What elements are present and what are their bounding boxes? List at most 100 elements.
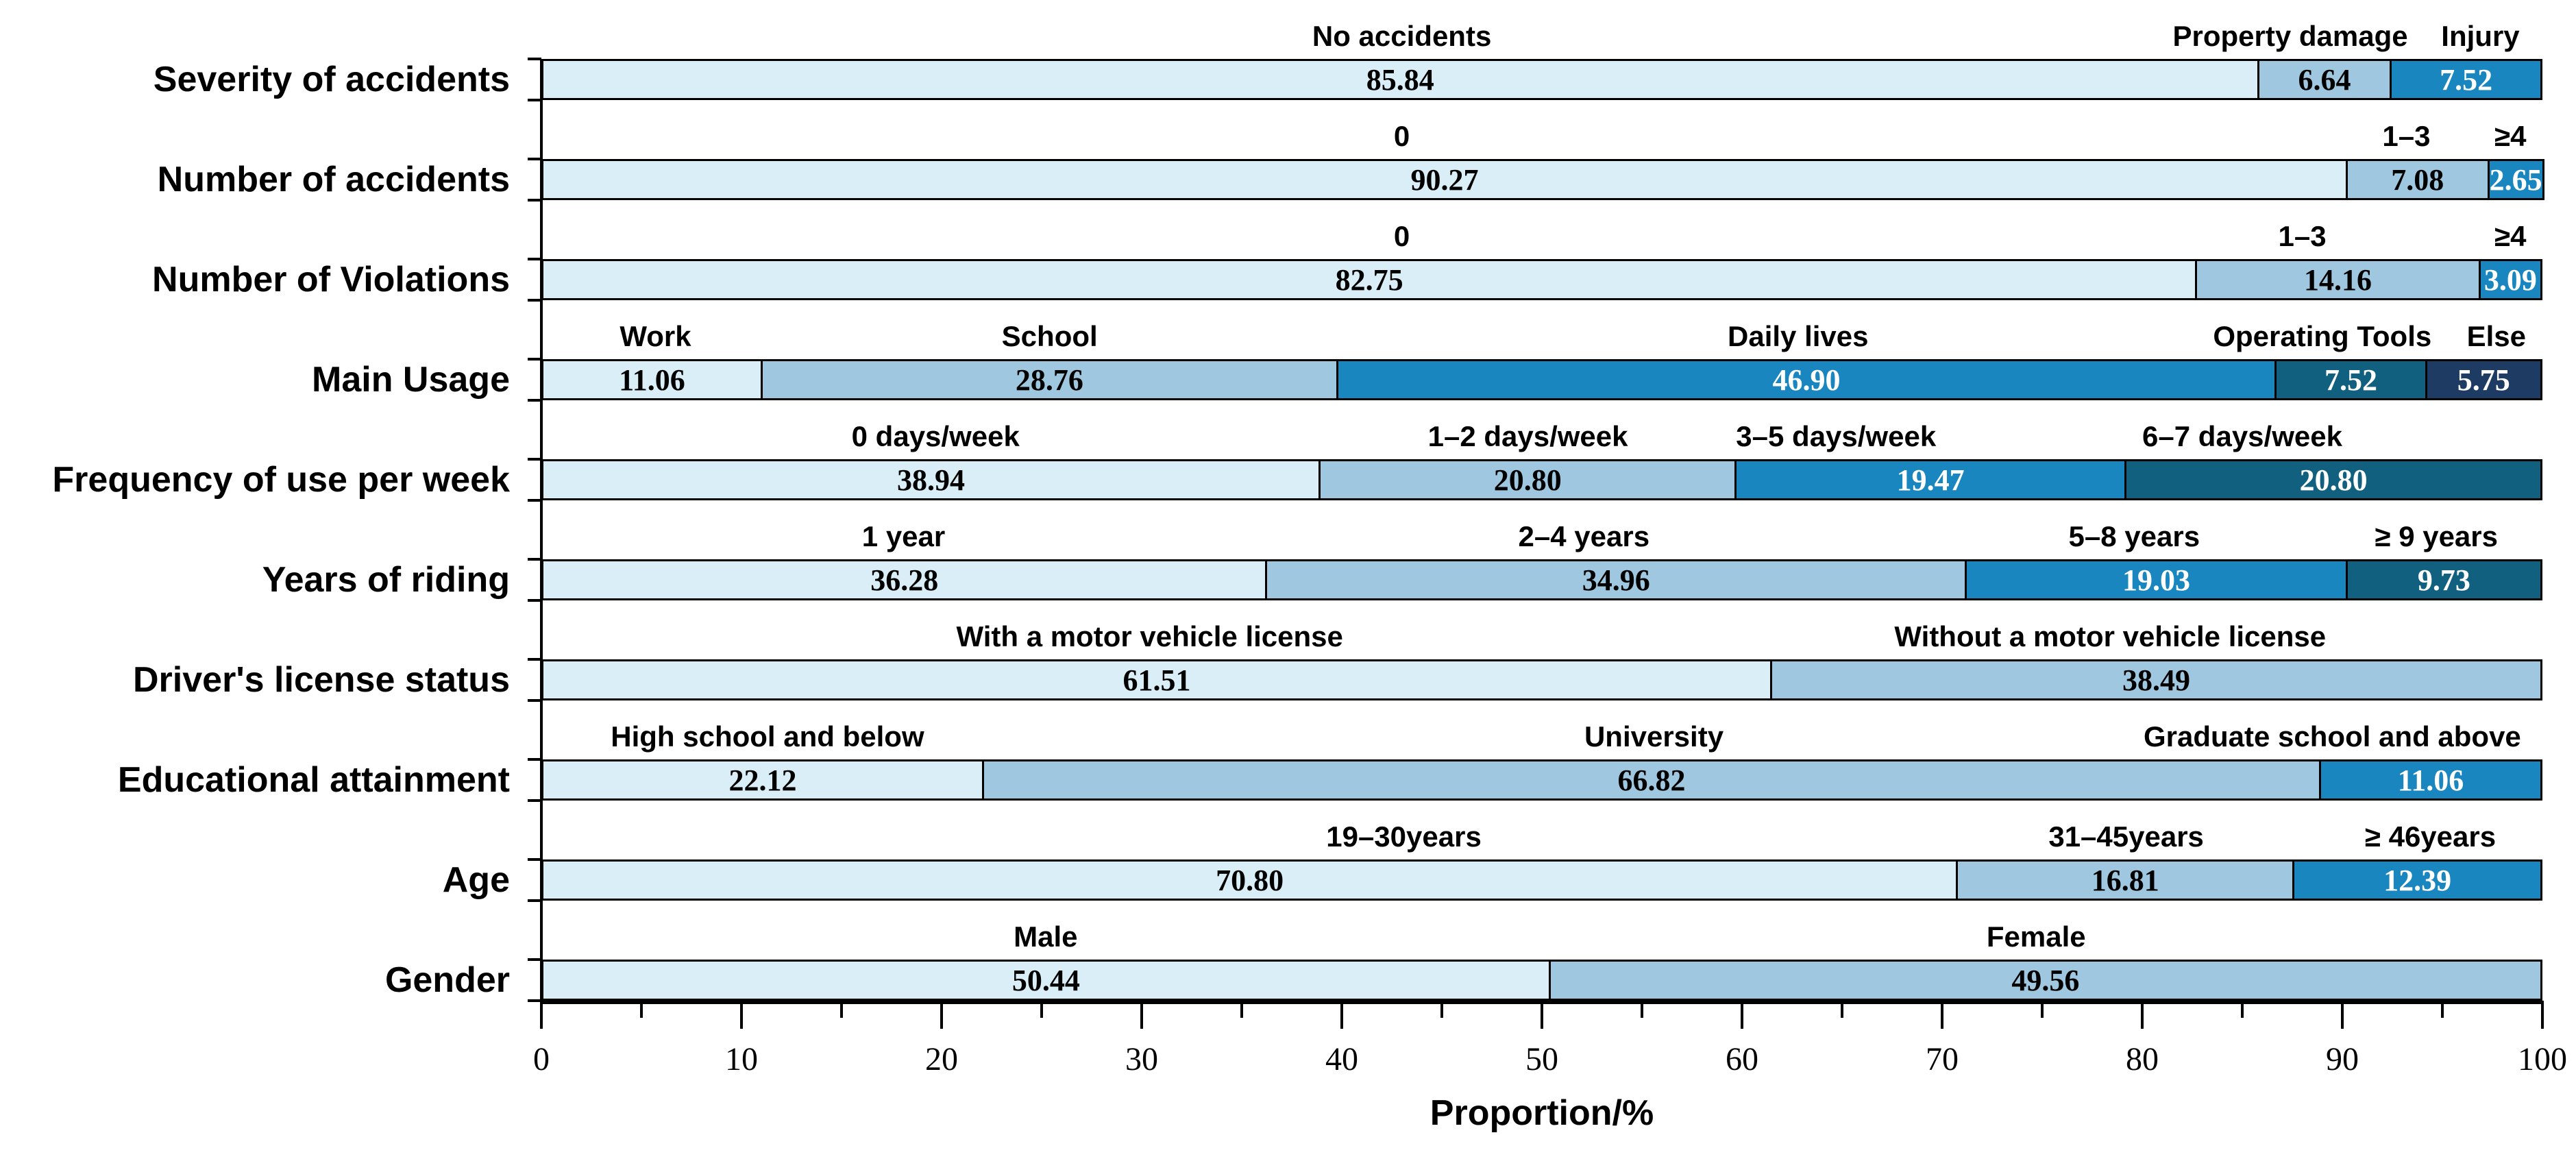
bar-segment: 90.27 (541, 159, 2348, 200)
category-label: High school and below (611, 720, 924, 753)
bar-segment: 49.56 (1550, 960, 2542, 1001)
y-axis-tick (528, 358, 541, 361)
segment-value: 61.51 (1123, 663, 1191, 697)
category-label-line: 0 1–3 ≥4 (541, 217, 2542, 256)
bar-row: 50.44 49.56 (541, 960, 2542, 1001)
bar-row: 82.75 14.16 3.09 (541, 259, 2542, 300)
segment-value: 66.82 (1617, 763, 1686, 797)
row-label: Educational attainment (117, 760, 510, 800)
x-axis-minor-tick (1440, 1004, 1443, 1018)
x-axis-title: Proportion/% (1430, 1093, 1654, 1133)
x-axis-major-tick (1741, 1004, 1743, 1029)
segment-value: 82.75 (1335, 263, 1403, 297)
bar-row: 22.12 66.82 11.06 (541, 759, 2542, 801)
segment-value: 3.09 (2483, 263, 2537, 297)
category-label: 2–4 years (1518, 520, 1650, 552)
bar-segment: 11.06 (2321, 759, 2542, 801)
y-axis-tick (528, 658, 541, 661)
x-axis-major-tick (1941, 1004, 1943, 1029)
segment-value: 90.27 (1410, 162, 1479, 197)
y-axis-tick (528, 899, 541, 902)
segment-value: 70.80 (1216, 863, 1284, 897)
category-label: Daily lives (1728, 320, 1869, 352)
x-axis-major-tick (2341, 1004, 2344, 1029)
category-label: Work (620, 320, 691, 352)
bar-segment: 22.12 (541, 759, 984, 801)
category-label-line: 19–30years 31–45years ≥ 46years (541, 817, 2542, 857)
segment-value: 20.80 (1493, 463, 1562, 497)
category-label: 31–45years (2048, 820, 2204, 853)
category-label: 1–2 days/week (1427, 420, 1628, 452)
category-label: ≥4 (2494, 120, 2527, 152)
segment-value: 12.39 (2383, 863, 2452, 897)
category-label-line: 1 year 2–4 years 5–8 years ≥ 9 years (541, 517, 2542, 557)
category-label: 19–30years (1326, 820, 1482, 853)
segment-value: 34.96 (1582, 563, 1650, 597)
x-axis-minor-tick (1641, 1004, 1643, 1018)
category-label: 3–5 days/week (1736, 420, 1937, 452)
category-label: ≥4 (2494, 220, 2527, 252)
row-label: Severity of accidents (153, 60, 510, 99)
bar-segment: 19.03 (1967, 559, 2348, 600)
segment-value: 50.44 (1011, 963, 1080, 997)
segment-value: 85.84 (1366, 62, 1434, 97)
category-label: Without a motor vehicle license (1894, 620, 2327, 652)
y-axis-tick (528, 758, 541, 761)
category-label: University (1584, 720, 1724, 753)
row-label: Years of riding (262, 560, 510, 600)
bar-segment: 11.06 (541, 359, 763, 400)
segment-value: 46.90 (1772, 363, 1841, 397)
segment-value: 20.80 (2299, 463, 2368, 497)
x-axis-tick-label: 70 (1926, 1041, 1959, 1077)
bar-row: 70.80 16.81 12.39 (541, 859, 2542, 901)
category-label: 6–7 days/week (2142, 420, 2342, 452)
x-axis-tick-label: 40 (1325, 1041, 1358, 1077)
category-label: 0 (1393, 120, 1410, 152)
y-axis-line (540, 59, 543, 1001)
bar-row: 36.28 34.96 19.03 9.73 (541, 559, 2542, 600)
segment-value: 7.52 (2324, 363, 2377, 397)
bar-segment: 61.51 (541, 659, 1773, 700)
bar-segment: 20.80 (2126, 459, 2543, 500)
category-label: Property damage (2172, 20, 2408, 52)
segment-value: 7.52 (2440, 62, 2493, 97)
segment-value: 6.64 (2298, 62, 2351, 97)
category-label: With a motor vehicle license (956, 620, 1343, 652)
row-label: Gender (384, 960, 510, 1000)
category-label: 1 year (861, 520, 946, 552)
segment-value: 49.56 (2011, 963, 2080, 997)
category-label-line: 0 1–3 ≥4 (541, 117, 2542, 156)
category-label: 1–3 (2382, 120, 2431, 152)
row-label: Number of accidents (157, 160, 510, 199)
x-axis-minor-tick (2241, 1004, 2244, 1018)
x-axis-minor-tick (1040, 1004, 1043, 1018)
x-axis-major-tick (1340, 1004, 1343, 1029)
x-axis-major-tick (2541, 1004, 2544, 1029)
category-label-line: No accidents Property damage Injury (541, 16, 2542, 56)
y-axis-tick (528, 58, 541, 60)
y-axis-tick (528, 799, 541, 802)
bar-segment: 7.08 (2347, 159, 2490, 200)
bar-segment: 7.52 (2277, 359, 2427, 400)
segment-value: 36.28 (870, 563, 939, 597)
segment-value: 38.94 (897, 463, 966, 497)
bar-segment: 38.94 (541, 459, 1321, 500)
bar-segment: 3.09 (2480, 259, 2542, 300)
segment-value: 22.12 (728, 763, 797, 797)
segment-value: 5.75 (2457, 363, 2510, 397)
category-label: Female (1986, 920, 2086, 953)
bar-segment: 5.75 (2427, 359, 2542, 400)
x-axis-tick-label: 50 (1525, 1041, 1558, 1077)
category-label: 1–3 (2278, 220, 2327, 252)
segment-value: 19.47 (1896, 463, 1965, 497)
bar-segment: 82.75 (541, 259, 2198, 300)
category-label: School (1001, 320, 1098, 352)
bar-segment: 2.65 (2489, 159, 2544, 200)
category-label-line: 0 days/week 1–2 days/week 3–5 days/week 6–7… (541, 417, 2542, 456)
row-label: Age (442, 860, 510, 900)
segment-value: 2.65 (2489, 162, 2542, 197)
y-axis-tick (528, 858, 541, 861)
bar-segment: 46.90 (1338, 359, 2277, 400)
x-axis-minor-tick (1841, 1004, 1843, 1018)
